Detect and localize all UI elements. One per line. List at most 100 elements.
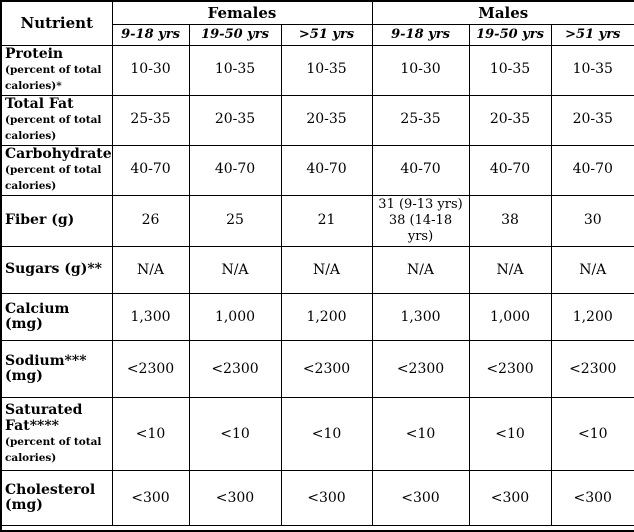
value-cell: <2300 [371, 340, 470, 399]
table-row-cholesterol: Cholesterol (mg) <300 <300 <300 <300 <30… [0, 470, 634, 527]
table-row-sugars: Sugars (g)** N/A N/A N/A N/A N/A N/A [0, 246, 634, 295]
value-cell: 10-30 [111, 44, 190, 96]
value-cell: <10 [280, 397, 373, 472]
value-cell: N/A [111, 246, 190, 295]
value-cell: <10 [550, 397, 634, 472]
value-cell: <2300 [468, 340, 552, 399]
column-group-females: Females [111, 0, 373, 25]
value-cell: 1,200 [280, 293, 373, 342]
table-row-saturated-fat: Saturated Fat**** (percent of total calo… [0, 397, 634, 472]
column-header-male-51: >51 yrs [550, 23, 634, 46]
value-cell: 30 [550, 194, 634, 248]
value-cell: <10 [371, 397, 470, 472]
table-row-total-fat: Total Fat (percent of total calories) 25… [0, 94, 634, 146]
table-row-carbohydrate: Carbohydrate (percent of total calories)… [0, 144, 634, 196]
table-row-protein: Protein (percent of total calories)* 10-… [0, 44, 634, 96]
spacer-cell [1, 525, 634, 531]
row-label-sugars: Sugars (g)** [0, 246, 113, 295]
value-cell: 1,000 [468, 293, 552, 342]
column-header-male-19-50: 19-50 yrs [468, 23, 552, 46]
value-cell: 40-70 [371, 144, 470, 196]
value-cell: <300 [371, 470, 470, 527]
value-cell: N/A [550, 246, 634, 295]
value-cell: <2300 [111, 340, 190, 399]
table-row-sodium: Sodium*** (mg) <2300 <2300 <2300 <2300 <… [0, 340, 634, 399]
nutrient-name: Cholesterol (mg) [5, 481, 96, 514]
value-cell: 38 [468, 194, 552, 248]
value-cell: <2300 [188, 340, 282, 399]
value-cell: 25 [188, 194, 282, 248]
row-label-sodium: Sodium*** (mg) [0, 340, 113, 399]
nutrient-name: Protein [5, 45, 64, 62]
value-cell: 20-35 [280, 94, 373, 146]
value-cell: <10 [468, 397, 552, 472]
value-cell: <300 [188, 470, 282, 527]
value-cell: 40-70 [550, 144, 634, 196]
nutrient-name: Sodium*** (mg) [5, 352, 87, 385]
value-cell: 25-35 [371, 94, 470, 146]
value-cell: 31 (9-13 yrs) 38 (14-18 yrs) [371, 194, 470, 248]
row-label-protein: Protein (percent of total calories)* [0, 44, 113, 96]
row-label-fiber: Fiber (g) [0, 194, 113, 248]
table-bottom-spacer [1, 525, 634, 531]
nutrient-name: Carbohydrate [5, 145, 112, 162]
value-cell: <10 [111, 397, 190, 472]
value-cell: 20-35 [550, 94, 634, 146]
column-header-female-9-18: 9-18 yrs [111, 23, 190, 46]
row-label-carbohydrate: Carbohydrate (percent of total calories) [0, 144, 113, 196]
value-cell: 40-70 [188, 144, 282, 196]
value-cell: 25-35 [111, 94, 190, 146]
row-label-calcium: Calcium (mg) [0, 293, 113, 342]
value-cell: N/A [371, 246, 470, 295]
row-label-total-fat: Total Fat (percent of total calories) [0, 94, 113, 146]
value-cell: <300 [550, 470, 634, 527]
value-cell: 10-35 [188, 44, 282, 96]
value-cell: 40-70 [280, 144, 373, 196]
value-cell: 21 [280, 194, 373, 248]
value-cell: 1,300 [371, 293, 470, 342]
value-cell: 10-35 [468, 44, 552, 96]
header-row-groups: Nutrient Females Males [0, 0, 634, 46]
table-row-fiber: Fiber (g) 26 25 21 31 (9-13 yrs) 38 (14-… [0, 194, 634, 248]
nutrient-name: Calcium (mg) [5, 300, 70, 333]
column-header-female-51: >51 yrs [280, 23, 373, 46]
value-cell: 10-30 [371, 44, 470, 96]
value-cell: <2300 [280, 340, 373, 399]
value-cell: N/A [468, 246, 552, 295]
column-group-males: Males [371, 0, 634, 25]
table-row-calcium: Calcium (mg) 1,300 1,000 1,200 1,300 1,0… [0, 293, 634, 342]
nutrient-name: Fiber (g) [5, 212, 75, 229]
value-cell: 10-35 [550, 44, 634, 96]
value-cell: 40-70 [468, 144, 552, 196]
value-cell: 1,000 [188, 293, 282, 342]
column-header-female-19-50: 19-50 yrs [188, 23, 282, 46]
value-cell: N/A [280, 246, 373, 295]
value-cell: 20-35 [188, 94, 282, 146]
value-cell: <2300 [550, 340, 634, 399]
nutrient-note: (percent of total calories) [5, 114, 102, 142]
value-cell: 1,300 [111, 293, 190, 342]
nutrient-name: Total Fat [5, 95, 74, 112]
column-header-nutrient: Nutrient [0, 0, 113, 46]
nutrient-note: (percent of total calories)* [5, 64, 102, 92]
column-header-male-9-18: 9-18 yrs [371, 23, 470, 46]
value-cell: <300 [111, 470, 190, 527]
nutrient-note: (percent of total calories) [5, 164, 102, 192]
row-label-saturated-fat: Saturated Fat**** (percent of total calo… [0, 397, 113, 472]
value-cell: N/A [188, 246, 282, 295]
nutrient-name: Sugars (g)** [5, 261, 102, 278]
nutrient-name: Saturated Fat**** [5, 401, 83, 434]
value-cell: 1,200 [550, 293, 634, 342]
value-cell: 20-35 [468, 94, 552, 146]
value-cell: 10-35 [280, 44, 373, 96]
value-cell: <300 [468, 470, 552, 527]
header-row-ages: 9-18 yrs 19-50 yrs >51 yrs 9-18 yrs 19-5… [1, 23, 634, 46]
nutrient-note: (percent of total calories) [5, 436, 102, 464]
value-cell: <10 [188, 397, 282, 472]
row-label-cholesterol: Cholesterol (mg) [0, 470, 113, 527]
value-cell: 26 [111, 194, 190, 248]
value-cell: <300 [280, 470, 373, 527]
value-cell: 40-70 [111, 144, 190, 196]
